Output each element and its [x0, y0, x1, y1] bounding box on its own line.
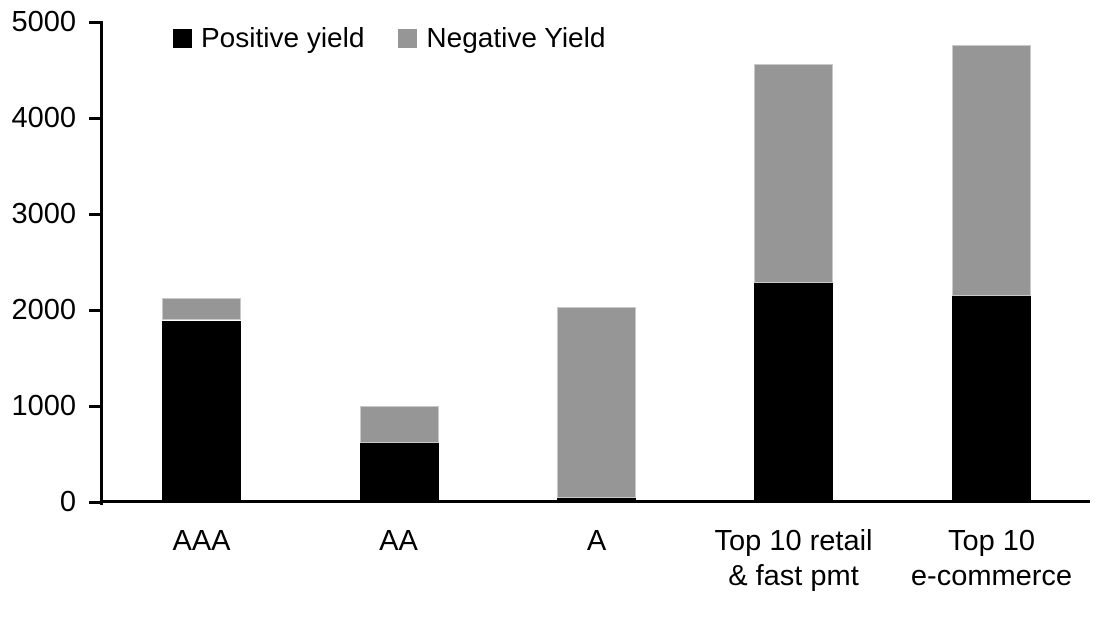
bar-segment-negative-yield-4	[952, 45, 1031, 296]
bar-segment-negative-yield-1	[360, 406, 439, 443]
y-tick-4000	[89, 117, 103, 120]
legend-item-positive-yield: Positive yield	[173, 22, 364, 54]
x-category-label-0: AAA	[172, 525, 231, 557]
x-category-label-3: Top 10 retail & fast pmt	[714, 525, 873, 592]
y-tick-3000	[89, 213, 103, 216]
positive-yield-swatch	[173, 28, 192, 48]
x-category-label-1: AA	[379, 525, 418, 557]
y-tick-label-4000: 4000	[11, 102, 76, 134]
y-tick-1000	[89, 405, 103, 408]
legend-label-positive-yield: Positive yield	[201, 22, 365, 53]
legend-label-negative-yield: Negative Yield	[426, 22, 606, 53]
y-tick-5000	[89, 21, 103, 24]
bar-segment-positive-yield-3	[754, 283, 833, 502]
bar-segment-negative-yield-2	[557, 307, 636, 498]
legend-item-negative-yield: Negative Yield	[398, 22, 605, 54]
legend: Positive yield Negative Yield	[173, 22, 605, 54]
x-category-label-4: Top 10 e-commerce	[910, 525, 1073, 592]
y-tick-label-2000: 2000	[11, 294, 76, 326]
bar-segment-negative-yield-3	[754, 64, 833, 283]
y-tick-label-1000: 1000	[11, 390, 76, 422]
y-tick-2000	[89, 309, 103, 312]
negative-yield-swatch	[398, 28, 418, 48]
bar-segment-positive-yield-0	[162, 321, 241, 502]
y-tick-label-5000: 5000	[11, 6, 76, 38]
x-category-label-2: A	[586, 525, 607, 557]
bar-segment-positive-yield-4	[952, 296, 1031, 502]
y-axis-line	[100, 22, 103, 505]
bar-segment-positive-yield-1	[360, 442, 439, 502]
y-tick-0	[89, 501, 103, 504]
bar-segment-negative-yield-0	[162, 298, 241, 320]
y-tick-label-3000: 3000	[11, 198, 76, 230]
y-tick-label-0: 0	[59, 486, 76, 518]
bar-segment-positive-yield-2	[557, 497, 636, 502]
